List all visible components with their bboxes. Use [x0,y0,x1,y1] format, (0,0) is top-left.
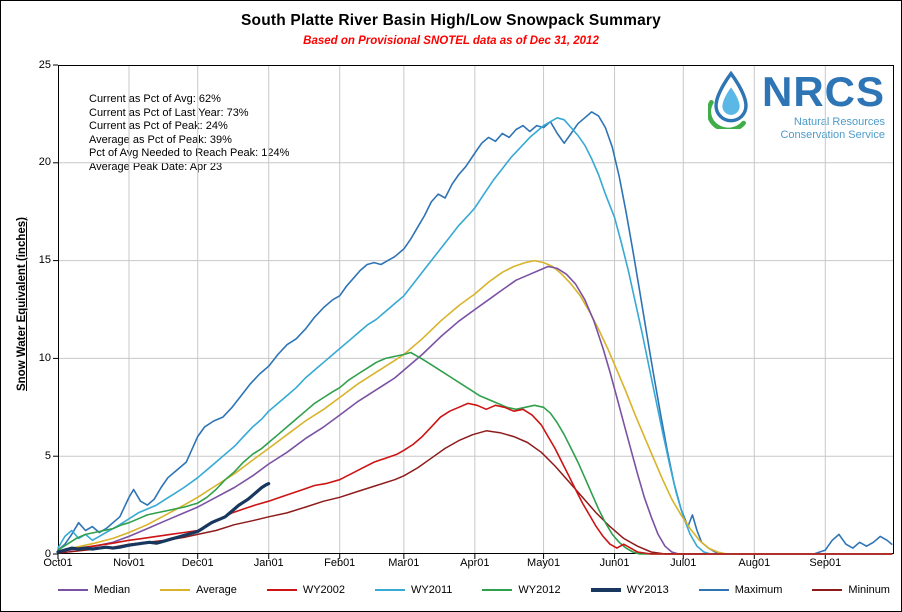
nrcs-org-line2: Conservation Service [780,129,885,141]
legend-item-wy2002: WY2002 [266,584,346,596]
legend-swatch [812,589,843,591]
y-tick-label: 25 [38,58,51,71]
x-tick-label: Apr01 [460,557,490,569]
plot-area [53,64,894,559]
legend-swatch [266,589,297,591]
legend-swatch [698,589,729,591]
x-tick-label: May01 [527,557,561,569]
legend-label: WY2013 [626,584,669,596]
series-line-average [57,259,893,555]
chart-title: South Platte River Basin High/Low Snowpa… [241,12,661,29]
plot-border [58,65,894,554]
legend-label: WY2012 [518,584,561,596]
legend-item-mininum: Mininum [812,584,890,596]
y-axis-title: Snow Water Equivalent (inches) [16,216,28,392]
nrcs-drop-icon [707,71,748,129]
y-tick-label: 10 [38,351,51,364]
legend-label: Maximum [734,584,783,596]
stat-line: Average Peak Date: Apr 23 [89,160,223,173]
y-tick-label: 15 [38,254,51,267]
series-line-median [57,265,893,555]
x-tick-label: Mar01 [388,557,420,569]
series-line-wy2012 [57,351,893,555]
legend-swatch [590,588,621,592]
x-tick-label: Nov01 [113,557,145,569]
x-tick-label: Jul01 [670,557,697,569]
legend-label: Mininum [848,584,890,596]
legend-label: Median [94,584,131,596]
legend-item-wy2012: WY2012 [482,584,561,596]
stat-line: Current as Pct of Peak: 24% [89,120,228,133]
legend-item-maximum: Maximum [698,584,783,596]
legend-label: WY2011 [411,584,453,596]
legend-swatch [58,589,88,591]
y-tick-label: 20 [38,156,51,169]
legend-item-median: Median [58,584,130,596]
x-tick-label: Jan01 [253,557,284,569]
legend-label: WY2002 [302,584,346,596]
series-line-wy2013 [56,482,271,554]
nrcs-logo: NRCS Natural Resources Conservation Serv… [707,71,885,142]
y-tick-label: 0 [44,547,51,560]
x-tick-label: Jun01 [599,557,630,569]
legend-item-average: Average [160,584,237,596]
series-line-wy2011 [57,116,893,555]
legend-swatch [482,589,513,591]
x-tick-label: Feb01 [324,557,356,569]
stat-line: Current as Pct of Avg: 62% [89,93,221,105]
x-tick-label: Aug01 [738,557,771,569]
x-tick-label: Sep01 [809,557,842,569]
stat-line: Average as Pct of Peak: 39% [89,133,232,146]
nrcs-acronym: NRCS [761,68,885,115]
legend-swatch [160,589,191,591]
nrcs-org-line1: Natural Resources [793,116,885,128]
x-tick-label: Dec01 [181,557,214,569]
nrcs-org-name: Natural Resources Conservation Service [780,116,885,142]
x-tick-label: Oct01 [43,557,73,569]
stat-line: Pct of Avg Needed to Reach Peak: 124% [89,147,290,160]
legend-item-wy2013: WY2013 [590,584,669,596]
legend-item-wy2011: WY2011 [375,584,452,596]
series-line-maximum [57,111,893,555]
legend: Median Average WY2002 WY2011 WY2012 WY2013 Max… [58,584,890,596]
legend-label: Average [196,584,237,596]
legend-swatch [375,589,406,591]
nrcs-logo-text: NRCS Natural Resources Conservation Serv… [762,71,885,142]
chart-subtitle: Based on Provisional SNOTEL data as of D… [303,35,599,47]
y-tick-label: 5 [44,449,51,462]
